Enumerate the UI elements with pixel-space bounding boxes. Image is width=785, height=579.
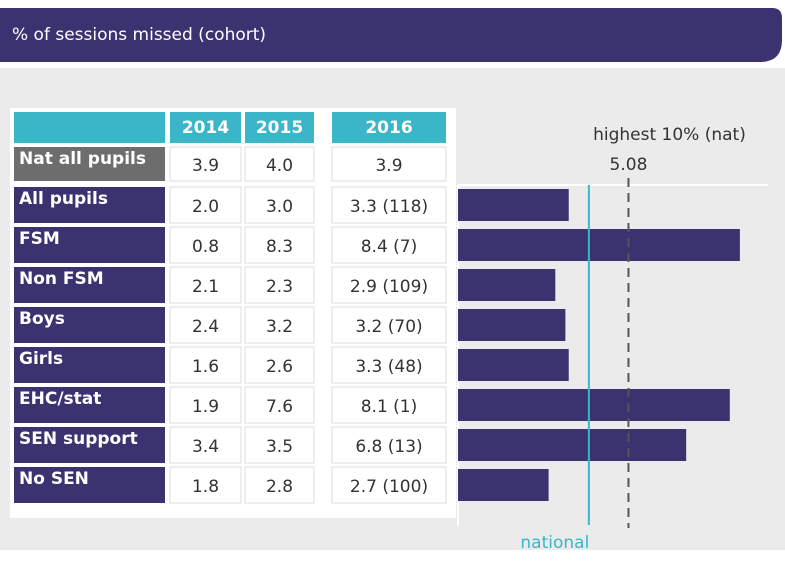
bar (458, 309, 566, 341)
header-bar (0, 8, 782, 62)
row-label-cell (14, 187, 165, 223)
cell-value: 3.5 (266, 437, 293, 457)
row-label: No SEN (19, 469, 89, 489)
cell (169, 146, 242, 182)
cell (244, 426, 315, 464)
row-label-cell (14, 467, 165, 503)
cell-value: 8.1 (1) (361, 397, 418, 417)
cell-value: 2.3 (266, 277, 293, 297)
bar (458, 389, 730, 421)
cell-value: 3.2 (70) (355, 317, 422, 337)
cell (169, 346, 242, 384)
cell (331, 146, 447, 182)
cell (169, 426, 242, 464)
row-label-cell (14, 347, 165, 383)
cell-value: 2.4 (192, 317, 219, 337)
cell-value: 2.7 (100) (350, 477, 428, 497)
reference-label: highest 10% (nat) (593, 125, 746, 145)
cell (331, 346, 447, 384)
cell-value: 7.6 (266, 397, 293, 417)
row-label: EHC/stat (19, 389, 101, 409)
cell-value: 3.0 (266, 197, 293, 217)
cell (244, 146, 315, 182)
cell-value: 2.6 (266, 357, 293, 377)
cell (331, 306, 447, 344)
row-label: Non FSM (19, 269, 104, 289)
cell (169, 186, 242, 224)
cell-value: 3.9 (192, 156, 219, 176)
row-label: Nat all pupils (19, 149, 146, 169)
cell-value: 1.9 (192, 397, 219, 417)
cell-value: 3.3 (48) (355, 357, 422, 377)
reference-label: national (520, 533, 589, 553)
row-label: SEN support (19, 429, 138, 449)
cell (331, 466, 447, 504)
row-label-cell (14, 427, 165, 463)
header-cell (14, 112, 165, 143)
row-label-cell (14, 307, 165, 343)
row-label-cell (14, 227, 165, 263)
cell-value: 2.9 (109) (350, 277, 428, 297)
bar (458, 349, 569, 381)
cell (244, 226, 315, 264)
bar (458, 229, 740, 261)
cell (169, 466, 242, 504)
cell (244, 466, 315, 504)
cell (244, 346, 315, 384)
cell (244, 186, 315, 224)
cell (331, 266, 447, 304)
cell-value: 2.8 (266, 477, 293, 497)
row-label: All pupils (19, 189, 108, 209)
cell-value: 3.3 (118) (350, 197, 428, 217)
header-title: % of sessions missed (cohort) (12, 25, 266, 45)
cell-value: 3.2 (266, 317, 293, 337)
cell-value: 2.1 (192, 277, 219, 297)
header-cell (245, 112, 314, 143)
cell (331, 186, 447, 224)
header-cell (170, 112, 241, 143)
cell-value: 4.0 (266, 156, 293, 176)
column-header: 2015 (256, 118, 303, 138)
column-header: 2014 (182, 118, 229, 138)
cell (331, 226, 447, 264)
cell (169, 266, 242, 304)
row-label: Girls (19, 349, 63, 369)
cell-value: 8.3 (266, 237, 293, 257)
row-label: Boys (19, 309, 65, 329)
cell-value: 1.8 (192, 477, 219, 497)
cell-value: 3.9 (375, 156, 402, 176)
cell (169, 306, 242, 344)
row-label-cell (14, 267, 165, 303)
bar (458, 469, 549, 501)
cell (331, 386, 447, 424)
cell-value: 1.6 (192, 357, 219, 377)
cell (244, 266, 315, 304)
cell (169, 226, 242, 264)
header-cell (332, 112, 446, 143)
cell-value: 3.4 (192, 437, 219, 457)
cell (169, 386, 242, 424)
cell-value: 6.8 (13) (355, 437, 422, 457)
bar (458, 189, 569, 221)
cell-value: 0.8 (192, 237, 219, 257)
cell (244, 306, 315, 344)
reference-value: 5.08 (610, 155, 648, 175)
row-label-cell (14, 387, 165, 423)
bar (458, 269, 556, 301)
column-header: 2016 (365, 118, 412, 138)
cell-value: 8.4 (7) (361, 237, 418, 257)
cell (244, 386, 315, 424)
cell-value: 2.0 (192, 197, 219, 217)
row-label-cell (14, 147, 165, 181)
cell (331, 426, 447, 464)
bar (458, 429, 687, 461)
row-label: FSM (19, 229, 60, 249)
